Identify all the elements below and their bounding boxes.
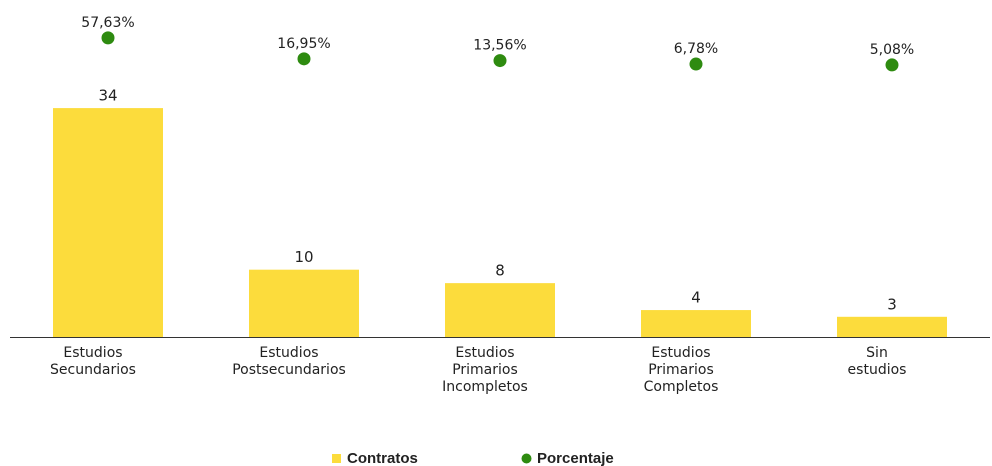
point: [101, 31, 115, 45]
x-tick-label: Estudios Secundarios: [50, 345, 136, 378]
bar: [53, 108, 163, 337]
bar-value-label: 4: [691, 289, 701, 307]
legend-swatch: [521, 453, 532, 464]
point: [885, 58, 899, 72]
bar-value-label: 8: [495, 262, 505, 280]
point-value-label: 57,63%: [81, 15, 134, 31]
legend: Contratos Porcentaje: [332, 450, 614, 466]
bar: [641, 310, 751, 337]
x-tick-label: Estudios Primarios Incompletos: [442, 345, 528, 395]
bar-value-label: 34: [98, 87, 117, 105]
legend-swatch: [332, 454, 341, 463]
point-value-label: 6,78%: [674, 41, 718, 57]
bar: [249, 269, 359, 337]
point: [689, 57, 703, 71]
bar-value-label: 3: [887, 295, 897, 313]
bar: [837, 316, 947, 337]
x-tick-label: Estudios Postsecundarios: [232, 345, 346, 378]
bar: [445, 283, 555, 337]
point: [493, 54, 507, 68]
x-tick-label: Estudios Primarios Completos: [644, 345, 719, 395]
x-tick-label: Sin estudios: [848, 345, 907, 378]
legend-label: Contratos: [347, 450, 418, 466]
point-value-label: 5,08%: [870, 42, 914, 58]
point-value-label: 16,95%: [277, 36, 330, 52]
legend-label: Porcentaje: [537, 450, 614, 466]
bar-value-label: 10: [294, 248, 313, 266]
point-value-label: 13,56%: [473, 38, 526, 54]
point: [297, 52, 311, 66]
